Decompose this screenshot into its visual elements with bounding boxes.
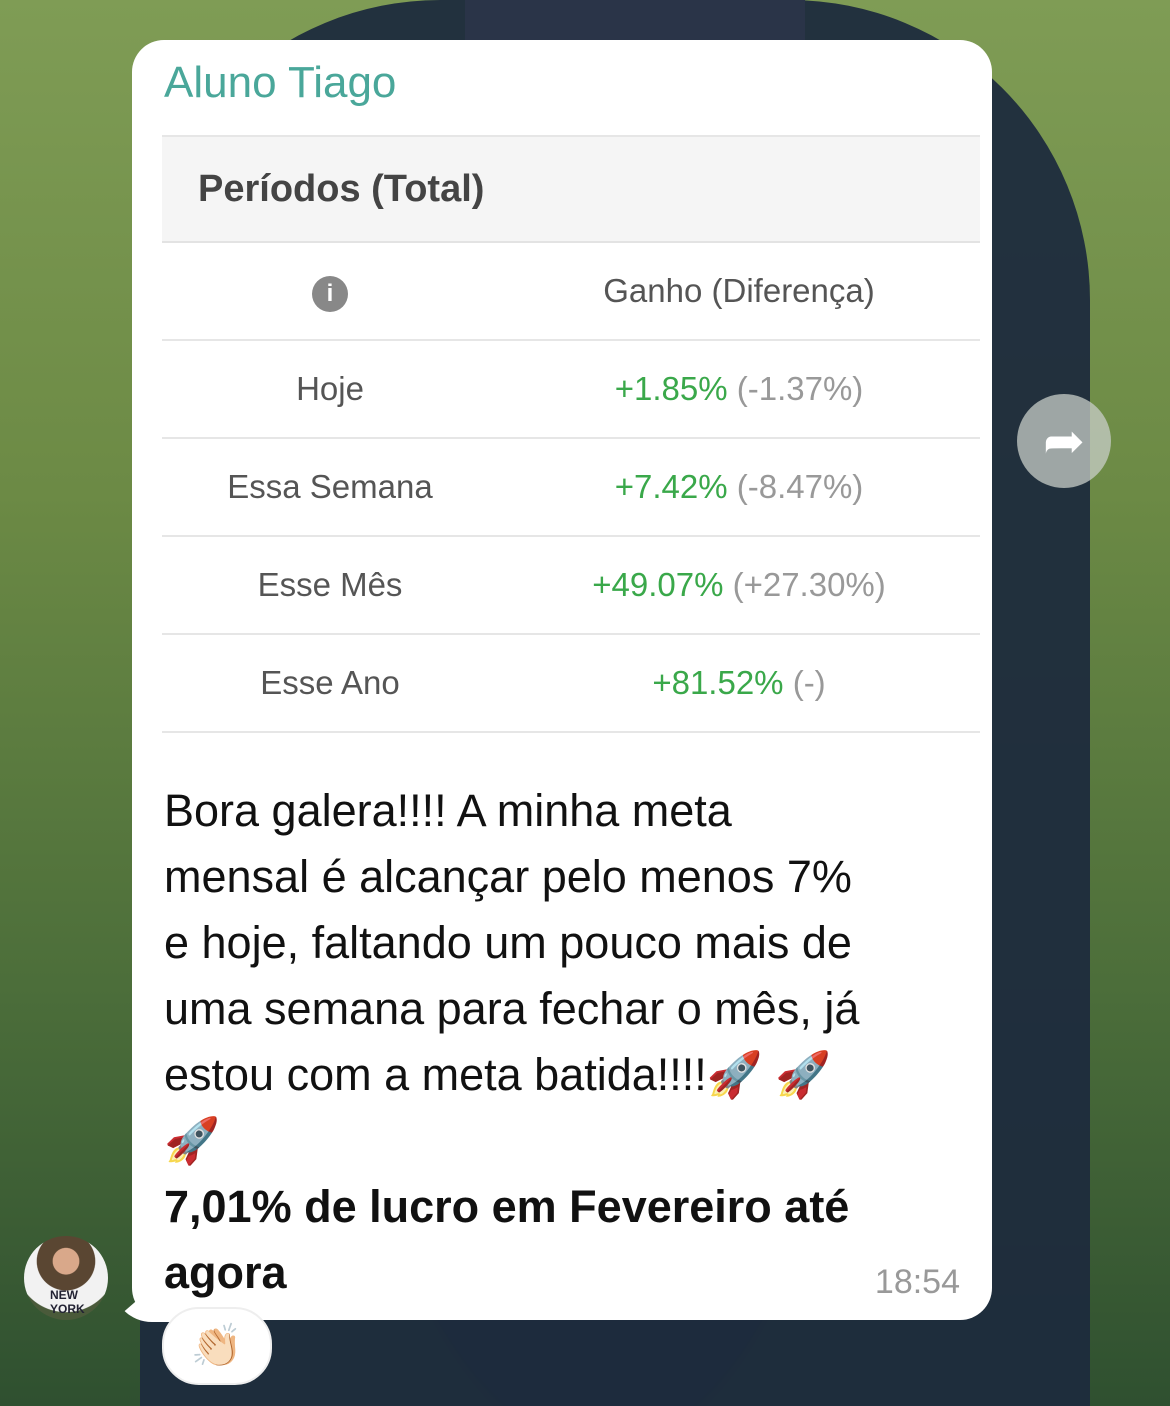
table-row: Essa Semana +7.42% (-8.47%) — [162, 439, 980, 537]
message-line: mensal é alcançar pelo menos 7% — [164, 851, 852, 902]
diff-value: (-8.47%) — [736, 468, 864, 505]
diff-value: (+27.30%) — [732, 566, 886, 603]
diff-value: (-1.37%) — [736, 370, 864, 407]
message-line: 🚀 — [164, 1115, 221, 1166]
message-line: estou com a meta batida!!!!🚀 🚀 — [164, 1049, 832, 1100]
table-row: Esse Mês +49.07% (+27.30%) — [162, 537, 980, 635]
forward-button[interactable]: ➦ — [1017, 394, 1111, 488]
period-label: Essa Semana — [227, 468, 433, 505]
avatar-shirt-text: NEW YORK — [50, 1288, 85, 1316]
gain-value: +1.85% — [614, 370, 728, 407]
period-label: Esse Ano — [260, 664, 400, 701]
reaction-clap[interactable]: 👏🏻 — [162, 1307, 272, 1385]
table-title: Períodos (Total) — [162, 137, 980, 243]
forward-arrow-icon: ➦ — [1043, 413, 1085, 469]
period-label: Esse Mês — [257, 566, 403, 603]
message-line: uma semana para fechar o mês, já — [164, 983, 860, 1034]
message-line: e hoje, faltando um pouco mais de — [164, 917, 852, 968]
period-label: Hoje — [296, 370, 364, 407]
sender-name[interactable]: Aluno Tiago — [164, 58, 397, 107]
message-text: Bora galera!!!! A minha meta mensal é al… — [164, 778, 974, 1306]
clapping-hands-icon: 👏🏻 — [190, 1321, 244, 1369]
gain-value: +81.52% — [652, 664, 784, 701]
info-icon: i — [312, 275, 348, 312]
message-line: Bora galera!!!! A minha meta — [164, 785, 732, 836]
gain-value: +7.42% — [614, 468, 728, 505]
table-row: Esse Ano +81.52% (-) — [162, 635, 980, 733]
table-row: Hoje +1.85% (-1.37%) — [162, 341, 980, 439]
sender-avatar[interactable]: NEW YORK — [24, 1236, 108, 1320]
gain-value: +49.07% — [592, 566, 724, 603]
periods-table: Períodos (Total) i Ganho (Diferença) Hoj… — [162, 135, 980, 733]
message-time: 18:54 — [874, 1263, 960, 1301]
message-bold-text: 7,01% de lucro em Fevereiro até agora — [164, 1181, 850, 1298]
diff-value: (-) — [792, 664, 826, 701]
message-bubble[interactable]: Aluno Tiago Períodos (Total) i Ganho (Di… — [132, 40, 992, 1320]
column-header-gain: Ganho (Diferença) — [603, 272, 875, 309]
background-head — [465, 0, 805, 40]
table-header-row: i Ganho (Diferença) — [162, 243, 980, 341]
